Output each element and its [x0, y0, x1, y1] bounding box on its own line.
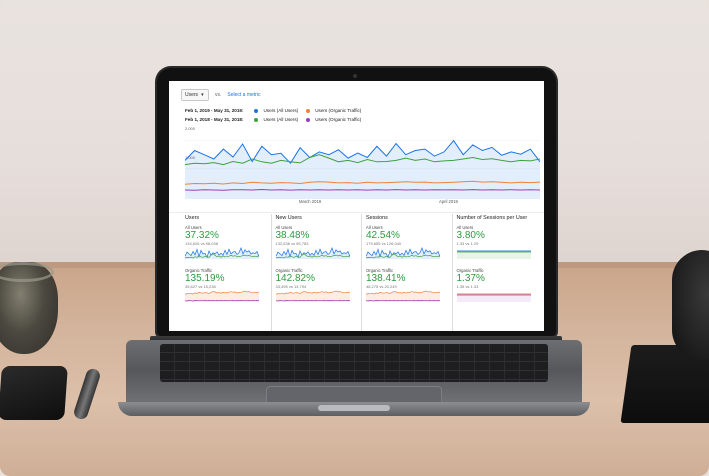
metric-card[interactable]: Users All Users 37.32% 134,626 vs 98,038… [181, 214, 272, 331]
sparkline-all-users [185, 247, 259, 259]
y-tick-label: 1,000 [185, 155, 195, 160]
sparkline-area [366, 291, 440, 302]
sparkline-all-users [366, 247, 440, 259]
comparison-values: 1.33 vs 1.29 [456, 241, 479, 246]
sparkline-organic [185, 290, 259, 302]
legend-row-2018: Feb 1, 2018 - May 31, 2018: Users (All U… [185, 117, 361, 122]
sparkline-all-users [456, 250, 531, 259]
series-all-users-2018 [185, 154, 540, 166]
keyboard [160, 344, 548, 382]
sparkline-series [366, 253, 440, 259]
sparkline-series [366, 247, 440, 259]
sparkline-area [456, 293, 531, 302]
laptop-notch [318, 405, 390, 411]
metric-cards: Users All Users 37.32% 134,626 vs 98,038… [181, 214, 542, 331]
change-percent: 138.41% [366, 273, 406, 284]
legend-range-2018: Feb 1, 2018 - May 31, 2018: [185, 117, 244, 122]
change-percent: 142.82% [275, 273, 315, 284]
sparkline-organic [456, 293, 531, 302]
sparkline-series [366, 299, 440, 302]
sparkline-series [185, 299, 259, 302]
series-organic-2018 [185, 188, 540, 191]
y-tick-label: 2,000 [185, 126, 196, 131]
segment-label: Organic Traffic [275, 268, 303, 273]
change-percent: 37.32% [185, 230, 219, 241]
metric-card[interactable]: Number of Sessions per User All Users 3.… [453, 214, 543, 331]
users-line-chart [185, 139, 540, 199]
metric-title: New Users [275, 215, 302, 221]
comparison-values: 179,655 vs 126,040 [366, 241, 402, 246]
x-tick-label: March 2019 [299, 199, 322, 204]
section-divider [169, 212, 544, 213]
sparkline-organic [366, 290, 440, 302]
legend-dot-icon [306, 117, 311, 122]
smartphone [0, 366, 68, 420]
legend-series-label: Users (All Users) [263, 108, 299, 113]
change-percent: 135.19% [185, 273, 225, 284]
segment-label: All Users [185, 225, 202, 230]
sparkline-series [275, 290, 350, 295]
metric-title: Sessions [366, 215, 388, 221]
change-percent: 38.48% [275, 230, 310, 241]
comparison-values: 132,638 vs 95,783 [275, 241, 309, 246]
change-percent: 1.37% [456, 273, 485, 284]
segment-label: All Users [456, 225, 474, 230]
legend-dot-icon [306, 108, 311, 113]
sparkline-series [366, 290, 440, 295]
legend-series-label: Users (Organic Traffic) [315, 108, 362, 113]
metric-title: Number of Sessions per User [456, 215, 528, 221]
sparkline-series [185, 290, 259, 295]
sparkline-organic [275, 290, 350, 302]
comparison-values: 35,627 vs 15,238 [185, 284, 216, 289]
series-all-users-2019 [185, 139, 540, 165]
glass-bowl-rim [0, 262, 54, 282]
sparkline-area [185, 291, 259, 302]
sparkline-area [275, 291, 350, 302]
laptop-lid: Users ▾ vs. Select a metric Feb 1, 2019 … [157, 68, 556, 336]
legend-series-label: Users (All Users) [263, 117, 299, 122]
sparkline-series [275, 299, 350, 302]
sparkline-area [456, 250, 531, 259]
series-organic-2019 [185, 180, 540, 185]
legend-range-2019: Feb 1, 2019 - May 31, 2019: [185, 108, 244, 113]
comparison-values: 48,275 vs 20,249 [366, 284, 397, 289]
change-percent: 3.80% [456, 230, 485, 241]
vs-label: vs. [215, 92, 222, 98]
sparkline-series [275, 253, 350, 259]
segment-label: Organic Traffic [456, 268, 484, 273]
legend-series-label: Users (Organic Traffic) [315, 117, 362, 122]
chevron-down-icon: ▾ [201, 92, 204, 98]
x-tick-label: April 2019 [439, 199, 458, 204]
segment-label: Organic Traffic [366, 268, 394, 273]
comparison-values: 33,495 vs 13,794 [275, 284, 307, 289]
comparison-values: 1.35 vs 1.33 [456, 284, 479, 289]
laptop-screen: Users ▾ vs. Select a metric Feb 1, 2019 … [169, 81, 544, 331]
change-percent: 42.54% [366, 230, 400, 241]
metric-card[interactable]: New Users All Users 38.48% 132,638 vs 95… [272, 214, 362, 331]
webcam-icon [353, 74, 357, 78]
sparkline-all-users [275, 247, 350, 259]
metric-toolbar: Users ▾ vs. Select a metric [181, 89, 260, 101]
metric-title: Users [185, 215, 200, 221]
segment-label: All Users [366, 225, 383, 230]
sparkline-series [275, 247, 350, 259]
headphones [672, 250, 709, 360]
sparkline-series [185, 247, 259, 259]
legend-dot-icon [254, 108, 259, 113]
segment-label: All Users [275, 225, 293, 230]
legend-row-2019: Feb 1, 2019 - May 31, 2019: Users (All U… [185, 108, 361, 113]
metric-card[interactable]: Sessions All Users 42.54% 179,655 vs 126… [362, 214, 453, 331]
metric-select[interactable]: Users ▾ [181, 89, 209, 101]
comparison-values: 134,626 vs 98,038 [185, 241, 218, 246]
series-area-all-users-2019 [185, 140, 540, 199]
legend-dot-icon [254, 117, 259, 122]
segment-label: Organic Traffic [185, 268, 213, 273]
metric-select-value: Users [185, 92, 199, 98]
select-metric-link[interactable]: Select a metric [227, 92, 261, 98]
sparkline-series [185, 253, 259, 259]
